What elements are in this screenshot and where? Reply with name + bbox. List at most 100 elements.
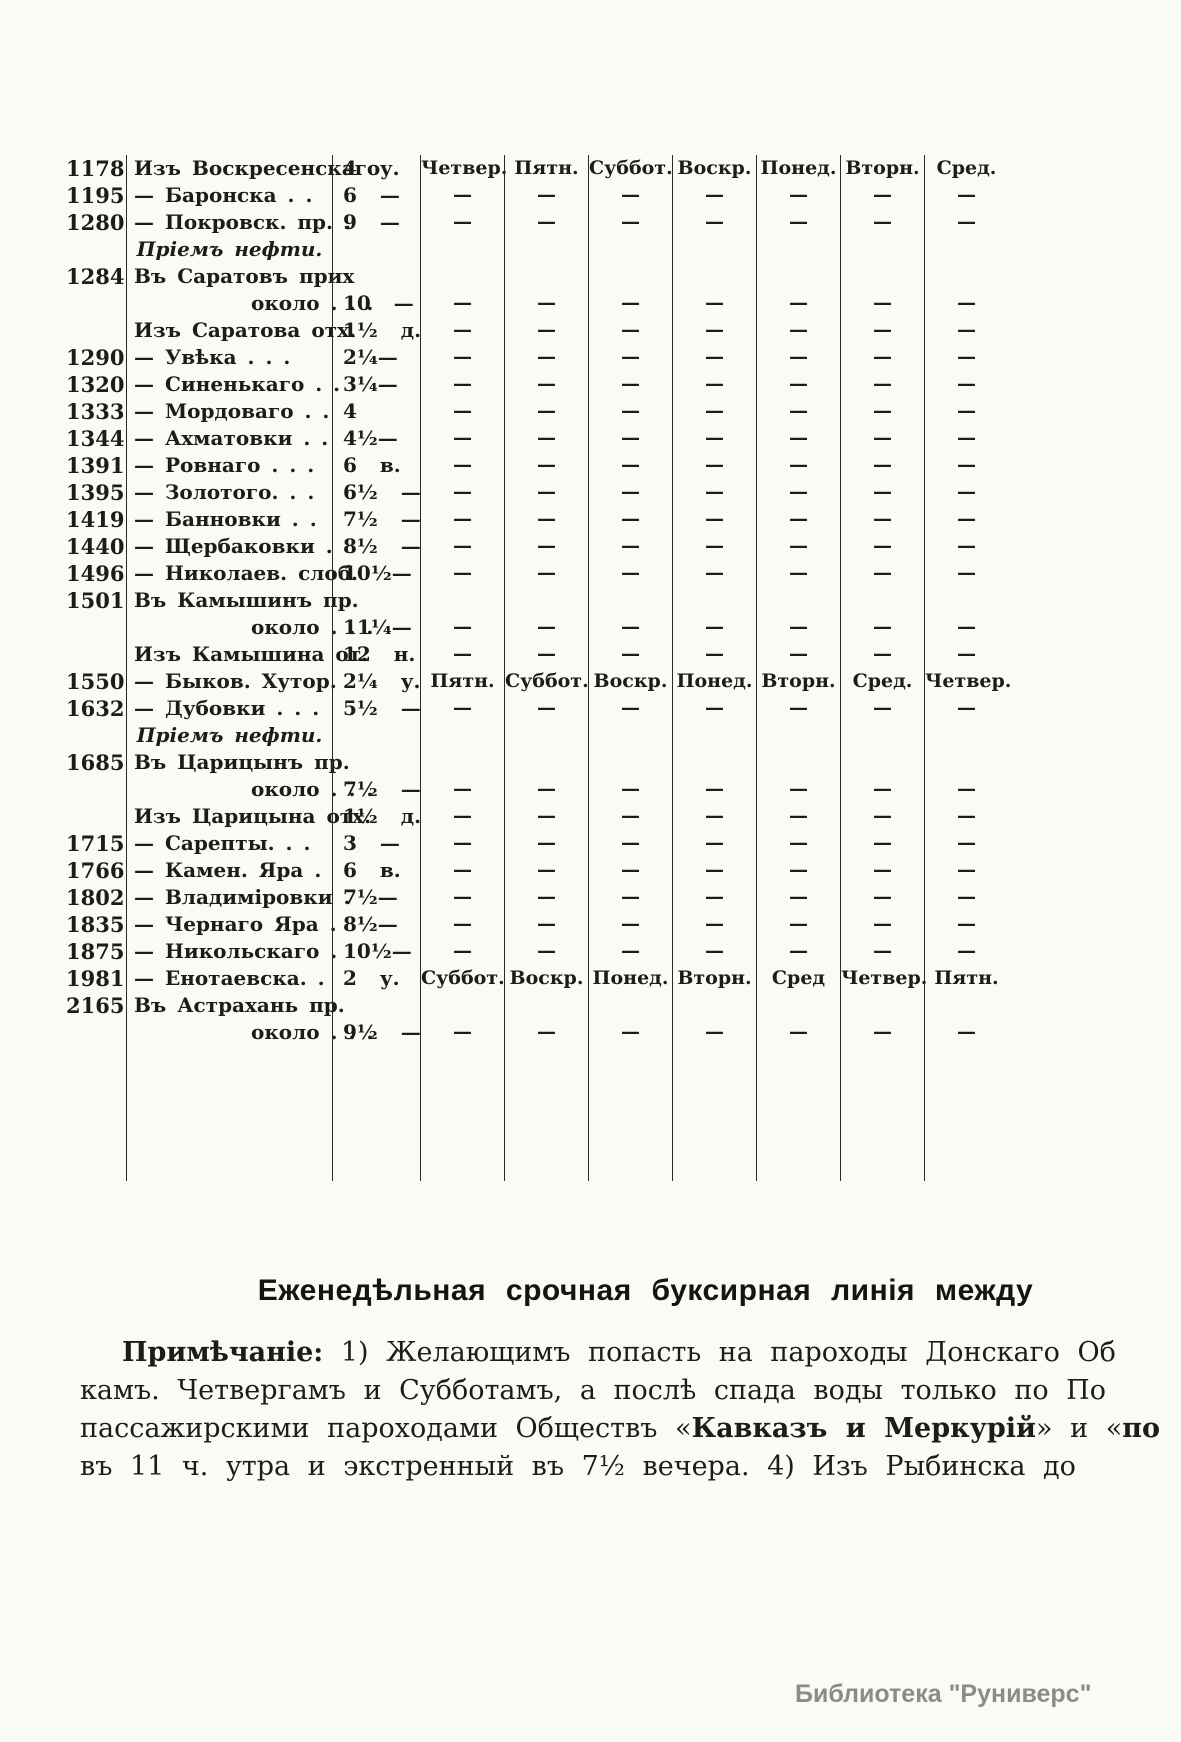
day-cell [840, 236, 924, 263]
day-cell: — [420, 317, 504, 344]
day-cell: Суббот. [588, 155, 673, 182]
day-cell: — [840, 290, 924, 317]
day-cell [420, 236, 504, 263]
day-cell: — [924, 479, 1008, 506]
day-cell: — [588, 884, 672, 911]
day-cell: Четвер. [420, 155, 507, 182]
day-cell: — [504, 182, 588, 209]
day-cell: — [924, 533, 1008, 560]
day-cell: — [924, 803, 1008, 830]
station-cell: — Банновки . . [126, 506, 332, 533]
day-cell: — [420, 560, 504, 587]
day-cell: — [420, 1019, 504, 1046]
day-cell: — [420, 344, 504, 371]
day-cell: — [840, 398, 924, 425]
station-cell: — Синенькаго . . [126, 371, 340, 398]
day-cell: Пятн. [924, 965, 1008, 992]
day-cell [924, 263, 1008, 290]
day-cell: — [756, 425, 840, 452]
column-rule-extension [588, 1046, 672, 1181]
column-rule-extension [840, 1046, 924, 1181]
day-cell: — [924, 182, 1008, 209]
time-cell: 7½ — [332, 776, 421, 803]
time-cell [332, 992, 420, 1019]
station-cell: — Сарепты. . . [126, 830, 332, 857]
day-cell: — [756, 884, 840, 911]
verst-cell: 1333 [66, 399, 125, 424]
day-cell: — [840, 533, 924, 560]
verst-cell [66, 290, 126, 317]
verst-cell: 1715 [66, 831, 125, 856]
station-cell: около . . . [126, 614, 373, 641]
day-cell: — [588, 452, 672, 479]
day-cell: — [504, 1019, 588, 1046]
station-cell: Пріемъ нефти. [126, 236, 332, 263]
day-cell: — [756, 560, 840, 587]
day-cell: — [756, 371, 840, 398]
day-cell: — [504, 479, 588, 506]
time-cell: 1½ д. [332, 317, 421, 344]
time-cell: 10½— [332, 938, 420, 965]
section-heading: Еженедѣльная срочная буксирная линія меж… [257, 1274, 1034, 1307]
station-cell: Изъ Воскресенскаго [126, 155, 380, 182]
verst-cell: 1178 [66, 156, 125, 181]
time-cell [332, 749, 420, 776]
day-cell: — [504, 506, 588, 533]
time-cell [332, 263, 420, 290]
day-cell: — [420, 533, 504, 560]
day-cell [504, 992, 588, 1019]
day-cell [840, 992, 924, 1019]
day-cell: — [924, 695, 1008, 722]
day-cell: — [420, 911, 504, 938]
day-cell: — [840, 884, 924, 911]
day-cell [588, 236, 672, 263]
day-cell [420, 722, 504, 749]
day-cell: — [672, 560, 756, 587]
day-cell [588, 992, 672, 1019]
day-cell: — [588, 506, 672, 533]
time-cell: 10½— [332, 560, 420, 587]
day-cell: — [840, 641, 924, 668]
column-rule-extension [504, 1046, 588, 1181]
day-cell: — [924, 317, 1008, 344]
day-cell: — [504, 344, 588, 371]
day-cell: — [924, 938, 1008, 965]
day-cell: — [420, 398, 504, 425]
time-cell: 9½ — [332, 1019, 421, 1046]
verst-cell: 1802 [66, 885, 125, 910]
day-cell: — [672, 830, 756, 857]
day-cell: — [840, 776, 924, 803]
column-rule-extension [126, 1046, 332, 1181]
day-cell: — [588, 479, 672, 506]
time-cell: 4½— [332, 425, 420, 452]
day-cell [756, 749, 840, 776]
time-cell: 5½ — [332, 695, 421, 722]
day-cell: — [420, 884, 504, 911]
day-cell: — [840, 695, 924, 722]
note-line: камъ. Четвергамъ и Субботамъ, а послѣ сп… [80, 1372, 1106, 1410]
day-cell: — [924, 371, 1008, 398]
verst-cell [66, 614, 126, 641]
day-cell: — [420, 452, 504, 479]
note-text-segment: камъ. Четвергамъ и Субботамъ, а послѣ сп… [80, 1375, 1106, 1406]
day-cell: — [924, 506, 1008, 533]
day-cell: — [840, 479, 924, 506]
day-cell: — [588, 614, 672, 641]
note-bold-segment: Примѣчаніе: [122, 1337, 324, 1368]
day-cell [924, 236, 1008, 263]
day-cell: — [756, 398, 840, 425]
day-cell: — [504, 398, 588, 425]
day-cell: — [672, 614, 756, 641]
time-cell: 6 — [332, 182, 420, 209]
time-cell: 6 в. [332, 857, 420, 884]
library-watermark: Библиотека "Руниверс" [795, 1680, 1092, 1708]
station-cell: около . . . [126, 776, 373, 803]
verst-cell: 1550 [66, 669, 125, 694]
day-cell [840, 263, 924, 290]
day-cell: — [588, 344, 672, 371]
day-cell: — [672, 803, 756, 830]
day-cell: — [924, 290, 1008, 317]
time-cell [332, 236, 420, 263]
verst-cell: 1501 [66, 588, 125, 613]
